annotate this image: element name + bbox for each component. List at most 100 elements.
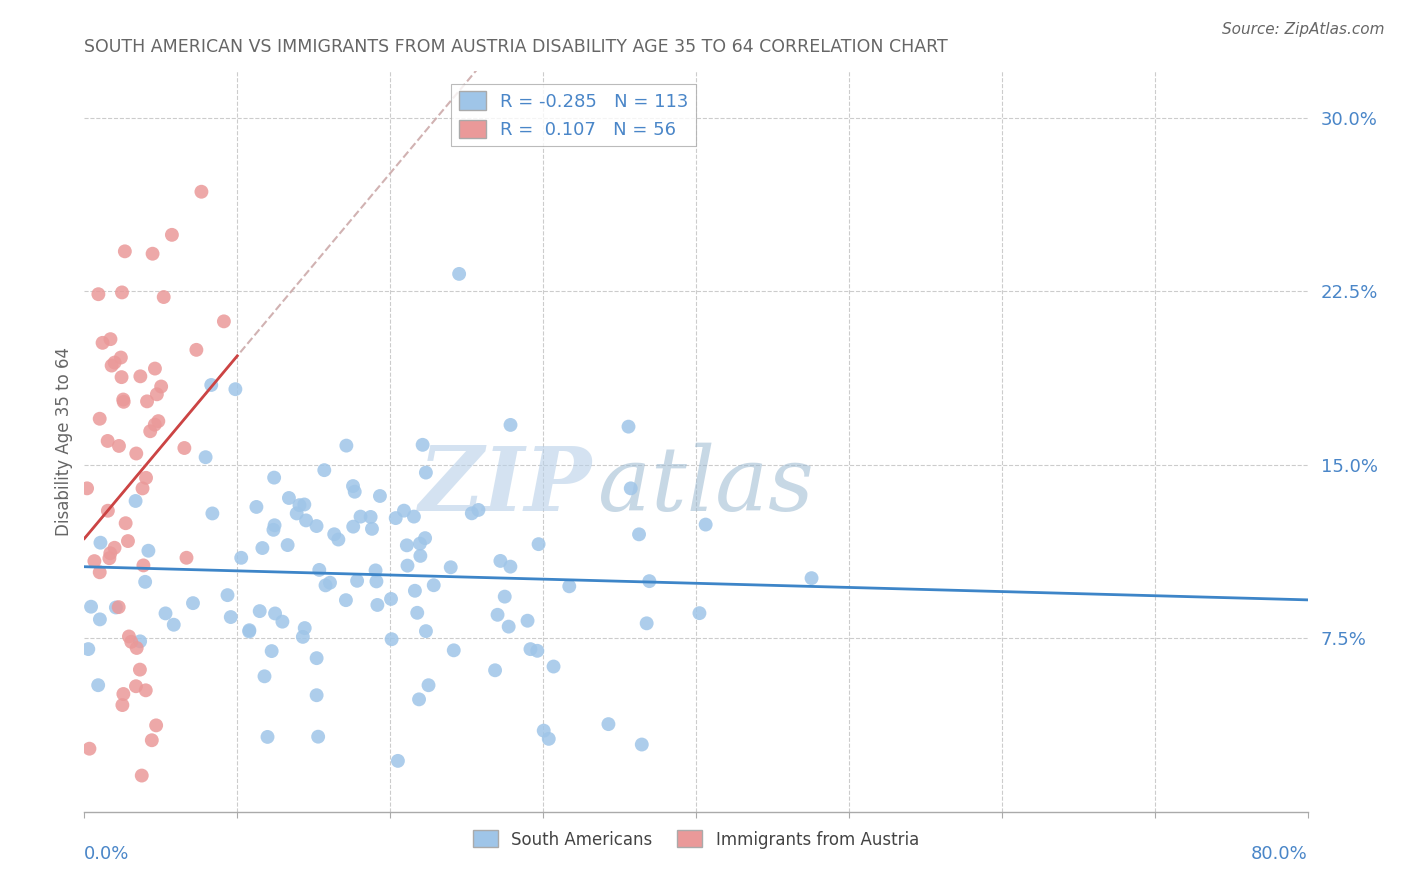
Point <box>201 507 224 521</box>
Point <box>314 463 336 477</box>
Point <box>87 678 110 692</box>
Point <box>412 438 434 452</box>
Point <box>103 541 125 555</box>
Point <box>114 516 136 531</box>
Point <box>224 382 246 396</box>
Point <box>87 287 110 301</box>
Point <box>264 607 287 621</box>
Point <box>527 537 550 551</box>
Point <box>89 535 111 549</box>
Text: atlas: atlas <box>598 442 814 529</box>
Point <box>117 534 139 549</box>
Point <box>409 549 432 563</box>
Point <box>98 546 121 560</box>
Point <box>360 510 382 524</box>
Point <box>252 541 274 555</box>
Point <box>294 621 316 635</box>
Point <box>249 604 271 618</box>
Point <box>638 574 661 589</box>
Point <box>111 698 134 712</box>
Point <box>288 498 311 512</box>
Point <box>409 536 432 550</box>
Point <box>107 600 129 615</box>
Point <box>415 624 437 639</box>
Point <box>381 632 404 647</box>
Point <box>131 482 153 496</box>
Point <box>112 687 135 701</box>
Point <box>440 560 463 574</box>
Point <box>346 574 368 588</box>
Point <box>498 619 520 633</box>
Point <box>364 563 387 577</box>
Point <box>484 663 506 677</box>
Point <box>256 730 278 744</box>
Point <box>291 630 314 644</box>
Point <box>136 394 159 409</box>
Point <box>343 484 366 499</box>
Point <box>319 575 342 590</box>
Point <box>443 643 465 657</box>
Point <box>630 738 652 752</box>
Point <box>143 361 166 376</box>
Point <box>262 523 284 537</box>
Point <box>124 494 146 508</box>
Point <box>100 359 122 373</box>
Point <box>323 527 346 541</box>
Point <box>135 683 157 698</box>
Point <box>519 642 541 657</box>
Point <box>110 351 132 365</box>
Point <box>543 659 565 673</box>
Point <box>155 607 177 621</box>
Point <box>91 335 114 350</box>
Point <box>800 571 823 585</box>
Point <box>108 439 131 453</box>
Point <box>77 642 100 657</box>
Point <box>146 387 169 401</box>
Point <box>384 511 406 525</box>
Point <box>118 630 141 644</box>
Legend: South Americans, Immigrants from Austria: South Americans, Immigrants from Austria <box>467 823 925 855</box>
Point <box>277 491 299 505</box>
Point <box>387 754 409 768</box>
Point <box>231 550 253 565</box>
Point <box>173 441 195 455</box>
Point <box>494 590 516 604</box>
Point <box>148 414 170 428</box>
Point <box>145 718 167 732</box>
Text: ZIP: ZIP <box>419 442 592 529</box>
Point <box>89 411 111 425</box>
Point <box>305 519 328 533</box>
Point <box>404 583 426 598</box>
Point <box>219 610 242 624</box>
Point <box>413 531 436 545</box>
Text: SOUTH AMERICAN VS IMMIGRANTS FROM AUSTRIA DISABILITY AGE 35 TO 64 CORRELATION CH: SOUTH AMERICAN VS IMMIGRANTS FROM AUSTRI… <box>84 38 948 56</box>
Point <box>89 612 111 626</box>
Point <box>97 434 120 448</box>
Point <box>79 741 101 756</box>
Point <box>307 730 329 744</box>
Point <box>111 285 134 300</box>
Point <box>617 419 640 434</box>
Point <box>415 466 437 480</box>
Point <box>263 518 285 533</box>
Point <box>89 566 111 580</box>
Point <box>131 768 153 782</box>
Point <box>141 733 163 747</box>
Point <box>114 244 136 259</box>
Text: Source: ZipAtlas.com: Source: ZipAtlas.com <box>1222 22 1385 37</box>
Point <box>533 723 555 738</box>
Point <box>342 479 364 493</box>
Point <box>135 471 157 485</box>
Point <box>104 600 127 615</box>
Point <box>499 417 522 432</box>
Point <box>380 591 402 606</box>
Point <box>418 678 440 692</box>
Point <box>558 579 581 593</box>
Point <box>125 446 148 460</box>
Point <box>449 267 471 281</box>
Point <box>516 614 538 628</box>
Point <box>688 606 710 620</box>
Point <box>194 450 217 465</box>
Point <box>176 550 198 565</box>
Point <box>461 506 484 520</box>
